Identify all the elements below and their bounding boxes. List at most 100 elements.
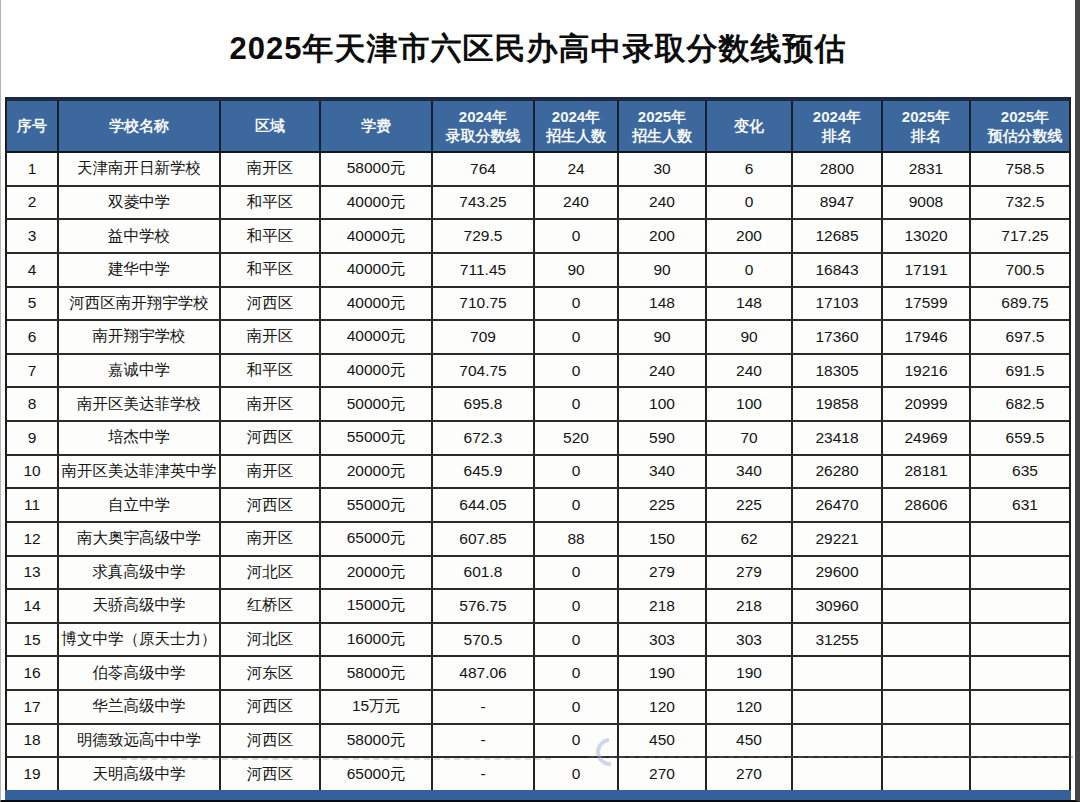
cell-district: 河北区 xyxy=(221,557,321,589)
cell-enroll2025: 90 xyxy=(619,254,707,286)
cell-enroll2025: 279 xyxy=(619,557,707,589)
cell-score2024: - xyxy=(433,691,535,723)
cell-rank2025 xyxy=(883,590,971,622)
cell-rank2024 xyxy=(793,657,883,689)
cell-rank2025: 20999 xyxy=(883,388,971,420)
cell-enroll2025: 190 xyxy=(619,657,707,689)
cell-rank2025: 28181 xyxy=(883,456,971,488)
cell-tuition: 50000元 xyxy=(321,388,433,420)
cell-enroll2024: 0 xyxy=(535,489,619,521)
cell-tuition: 40000元 xyxy=(321,220,433,252)
cell-enroll2025: 218 xyxy=(619,590,707,622)
cell-tuition: 58000元 xyxy=(321,153,433,185)
cell-enroll2024: 0 xyxy=(535,456,619,488)
cell-score2025: 691.5 xyxy=(971,355,1079,387)
cell-rank2025: 19216 xyxy=(883,355,971,387)
cell-district: 南开区 xyxy=(221,153,321,185)
cell-enroll2024: 0 xyxy=(535,691,619,723)
cell-no: 6 xyxy=(7,321,59,353)
cell-district: 河东区 xyxy=(221,657,321,689)
cell-enroll2024: 520 xyxy=(535,422,619,454)
cell-change: 218 xyxy=(707,590,793,622)
cell-score2025: 682.5 xyxy=(971,388,1079,420)
cell-score2024: 729.5 xyxy=(433,220,535,252)
cell-school: 南开区美达菲津英中学 xyxy=(59,456,221,488)
header-cell-no: 序号 xyxy=(7,101,59,151)
cell-score2024: 601.8 xyxy=(433,557,535,589)
cell-score2024: 487.06 xyxy=(433,657,535,689)
header-cell-district: 区域 xyxy=(221,101,321,151)
cell-rank2025: 17599 xyxy=(883,288,971,320)
cell-enroll2024: 0 xyxy=(535,557,619,589)
cell-no: 8 xyxy=(7,388,59,420)
cell-tuition: 40000元 xyxy=(321,187,433,219)
cell-enroll2025: 270 xyxy=(619,758,707,790)
header-cell-score2025: 2025年 预估分数线 xyxy=(971,101,1079,151)
cell-district: 南开区 xyxy=(221,456,321,488)
cell-district: 和平区 xyxy=(221,254,321,286)
cell-rank2024: 17360 xyxy=(793,321,883,353)
cell-no: 5 xyxy=(7,288,59,320)
cell-change: 70 xyxy=(707,422,793,454)
cell-no: 10 xyxy=(7,456,59,488)
table-row: 10南开区美达菲津英中学南开区20000元645.903403402628028… xyxy=(7,456,1069,490)
cell-enroll2024: 0 xyxy=(535,758,619,790)
table-row: 9培杰中学河西区55000元672.3520590702341824969659… xyxy=(7,422,1069,456)
cell-district: 河西区 xyxy=(221,489,321,521)
table-row: 2双菱中学和平区40000元743.25240240089479008732.5 xyxy=(7,187,1069,221)
cell-tuition: 20000元 xyxy=(321,456,433,488)
cell-score2025 xyxy=(971,523,1079,555)
cell-rank2024: 23418 xyxy=(793,422,883,454)
header-cell-school: 学校名称 xyxy=(59,101,221,151)
cell-no: 14 xyxy=(7,590,59,622)
cell-tuition: 65000元 xyxy=(321,758,433,790)
cell-rank2025 xyxy=(883,758,971,790)
cell-enroll2025: 240 xyxy=(619,355,707,387)
cell-enroll2024: 0 xyxy=(535,657,619,689)
cell-enroll2024: 0 xyxy=(535,725,619,757)
cell-no: 18 xyxy=(7,725,59,757)
cell-score2025: 659.5 xyxy=(971,422,1079,454)
cell-score2025: 732.5 xyxy=(971,187,1079,219)
header-cell-score2024: 2024年 录取分数线 xyxy=(433,101,535,151)
cell-district: 南开区 xyxy=(221,523,321,555)
cell-school: 自立中学 xyxy=(59,489,221,521)
cell-rank2025 xyxy=(883,725,971,757)
cell-district: 河西区 xyxy=(221,725,321,757)
cell-no: 7 xyxy=(7,355,59,387)
cell-school: 培杰中学 xyxy=(59,422,221,454)
header-cell-change: 变化 xyxy=(707,101,793,151)
cell-change: 90 xyxy=(707,321,793,353)
cell-score2025 xyxy=(971,691,1079,723)
cell-score2025: 700.5 xyxy=(971,254,1079,286)
cell-school: 南开翔宇学校 xyxy=(59,321,221,353)
cell-tuition: 55000元 xyxy=(321,489,433,521)
cell-school: 天骄高级中学 xyxy=(59,590,221,622)
table-row: 1天津南开日新学校南开区58000元7642430628002831758.5 xyxy=(7,153,1069,187)
table-row: 7嘉诚中学和平区40000元704.7502402401830519216691… xyxy=(7,355,1069,389)
cell-no: 19 xyxy=(7,758,59,790)
cell-tuition: 58000元 xyxy=(321,657,433,689)
cell-rank2024: 26470 xyxy=(793,489,883,521)
cell-change: 120 xyxy=(707,691,793,723)
header-cell-rank2025: 2025年 排名 xyxy=(883,101,971,151)
cell-score2024: 709 xyxy=(433,321,535,353)
cell-district: 河西区 xyxy=(221,758,321,790)
cell-school: 伯苓高级中学 xyxy=(59,657,221,689)
cell-change: 190 xyxy=(707,657,793,689)
cell-enroll2024: 90 xyxy=(535,254,619,286)
cell-no: 4 xyxy=(7,254,59,286)
cell-enroll2025: 450 xyxy=(619,725,707,757)
cell-enroll2024: 0 xyxy=(535,624,619,656)
cell-rank2024: 18305 xyxy=(793,355,883,387)
cell-rank2024: 19858 xyxy=(793,388,883,420)
cell-district: 红桥区 xyxy=(221,590,321,622)
table-body: 1天津南开日新学校南开区58000元7642430628002831758.52… xyxy=(7,153,1069,790)
cell-tuition: 40000元 xyxy=(321,254,433,286)
cell-tuition: 58000元 xyxy=(321,725,433,757)
cell-rank2024: 12685 xyxy=(793,220,883,252)
cell-school: 天津南开日新学校 xyxy=(59,153,221,185)
cell-rank2024: 31255 xyxy=(793,624,883,656)
cell-rank2025 xyxy=(883,624,971,656)
cell-district: 和平区 xyxy=(221,355,321,387)
